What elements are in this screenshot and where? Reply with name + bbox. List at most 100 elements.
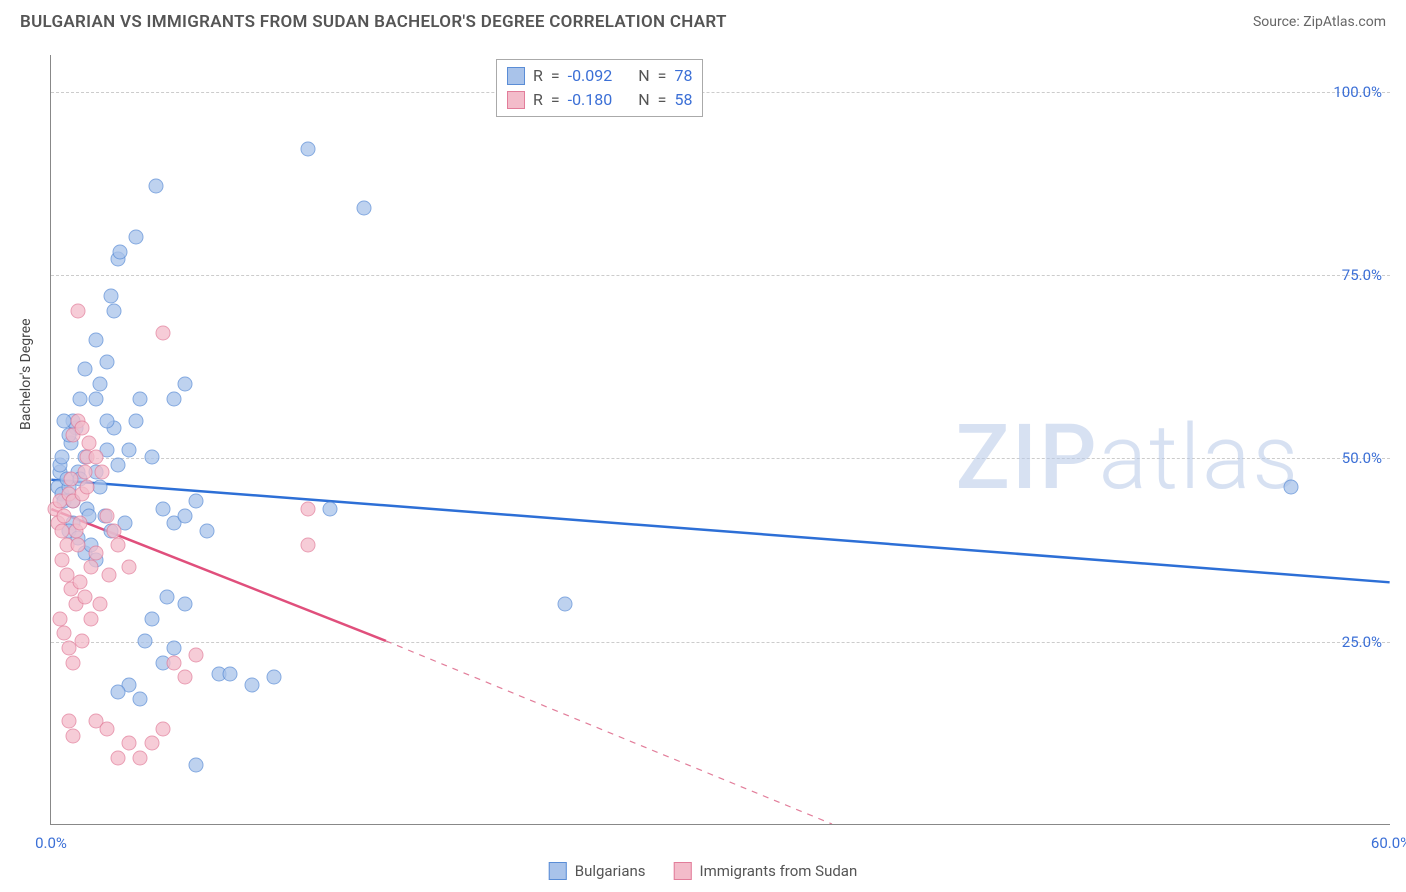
scatter-point — [160, 589, 175, 604]
scatter-point — [323, 501, 338, 516]
x-tick-label: 0.0% — [35, 834, 67, 852]
scatter-point — [200, 523, 215, 538]
correlation-stat-box: R=-0.092N=78R=-0.180N=58 — [496, 59, 703, 117]
legend-swatch-icon — [507, 91, 525, 109]
stat-eq: = — [658, 88, 667, 112]
gridline — [51, 275, 1390, 276]
scatter-point — [111, 751, 126, 766]
scatter-point — [70, 303, 85, 318]
scatter-point — [1283, 479, 1298, 494]
scatter-point — [166, 391, 181, 406]
scatter-point — [61, 714, 76, 729]
scatter-point — [300, 142, 315, 157]
scatter-point — [70, 538, 85, 553]
legend-label: Immigrants from Sudan — [700, 862, 858, 880]
scatter-point — [99, 413, 114, 428]
scatter-point — [84, 611, 99, 626]
scatter-point — [57, 626, 72, 641]
scatter-point — [73, 391, 88, 406]
scatter-point — [111, 457, 126, 472]
scatter-point — [75, 633, 90, 648]
stat-N-label: N — [638, 88, 649, 112]
scatter-point — [57, 509, 72, 524]
scatter-point — [300, 538, 315, 553]
scatter-point — [148, 179, 163, 194]
stat-R-value: -0.092 — [568, 64, 613, 88]
y-tick-label: 100.0% — [1333, 83, 1382, 101]
scatter-point — [133, 391, 148, 406]
scatter-point — [55, 450, 70, 465]
scatter-point — [133, 751, 148, 766]
stat-row: R=-0.180N=58 — [507, 88, 692, 112]
scatter-point — [155, 721, 170, 736]
stat-N-value: 78 — [674, 64, 692, 88]
stat-N-label: N — [638, 64, 649, 88]
scatter-point — [99, 355, 114, 370]
scatter-point — [356, 201, 371, 216]
x-tick-label: 60.0% — [1371, 834, 1406, 852]
scatter-point — [300, 501, 315, 516]
scatter-point — [73, 575, 88, 590]
legend-label: Bulgarians — [575, 862, 646, 880]
scatter-point — [189, 494, 204, 509]
scatter-point — [222, 666, 237, 681]
scatter-point — [178, 509, 193, 524]
stat-eq: = — [551, 88, 560, 112]
y-tick-label: 50.0% — [1342, 449, 1382, 467]
scatter-point — [137, 633, 152, 648]
legend: Bulgarians Immigrants from Sudan — [549, 862, 858, 880]
scatter-point — [128, 230, 143, 245]
scatter-point — [93, 479, 108, 494]
scatter-point — [155, 325, 170, 340]
legend-swatch-icon — [674, 862, 692, 880]
stat-N-value: 58 — [674, 88, 692, 112]
scatter-point — [144, 450, 159, 465]
scatter-point — [166, 641, 181, 656]
scatter-point — [95, 465, 110, 480]
scatter-point — [84, 560, 99, 575]
stat-R-value: -0.180 — [568, 88, 613, 112]
scatter-point — [52, 611, 67, 626]
stat-R-label: R — [533, 64, 543, 88]
gridline — [51, 458, 1390, 459]
scatter-point — [77, 589, 92, 604]
scatter-point — [144, 611, 159, 626]
scatter-point — [144, 736, 159, 751]
scatter-point — [155, 501, 170, 516]
scatter-point — [128, 413, 143, 428]
scatter-point — [178, 597, 193, 612]
scatter-point — [245, 677, 260, 692]
scatter-point — [93, 377, 108, 392]
scatter-point — [189, 648, 204, 663]
legend-swatch-icon — [549, 862, 567, 880]
scatter-point — [81, 435, 96, 450]
y-tick-label: 75.0% — [1342, 266, 1382, 284]
scatter-point — [106, 523, 121, 538]
scatter-point — [189, 758, 204, 773]
legend-swatch-icon — [507, 67, 525, 85]
scatter-point — [88, 333, 103, 348]
scatter-point — [73, 516, 88, 531]
trend-lines-layer — [51, 55, 1390, 824]
stat-eq: = — [551, 64, 560, 88]
scatter-point — [66, 655, 81, 670]
scatter-point — [75, 421, 90, 436]
stat-eq: = — [658, 64, 667, 88]
scatter-point — [88, 391, 103, 406]
legend-item: Immigrants from Sudan — [674, 862, 858, 880]
scatter-point — [88, 545, 103, 560]
scatter-point — [66, 729, 81, 744]
scatter-point — [178, 670, 193, 685]
scatter-point — [99, 509, 114, 524]
scatter-point — [104, 289, 119, 304]
scatter-point — [102, 567, 117, 582]
scatter-point — [267, 670, 282, 685]
scatter-point — [77, 362, 92, 377]
scatter-point — [122, 736, 137, 751]
y-axis-label: Bachelor's Degree — [18, 318, 34, 430]
y-tick-label: 25.0% — [1342, 633, 1382, 651]
scatter-point — [111, 538, 126, 553]
scatter-point — [88, 450, 103, 465]
scatter-point — [166, 655, 181, 670]
scatter-point — [113, 245, 128, 260]
